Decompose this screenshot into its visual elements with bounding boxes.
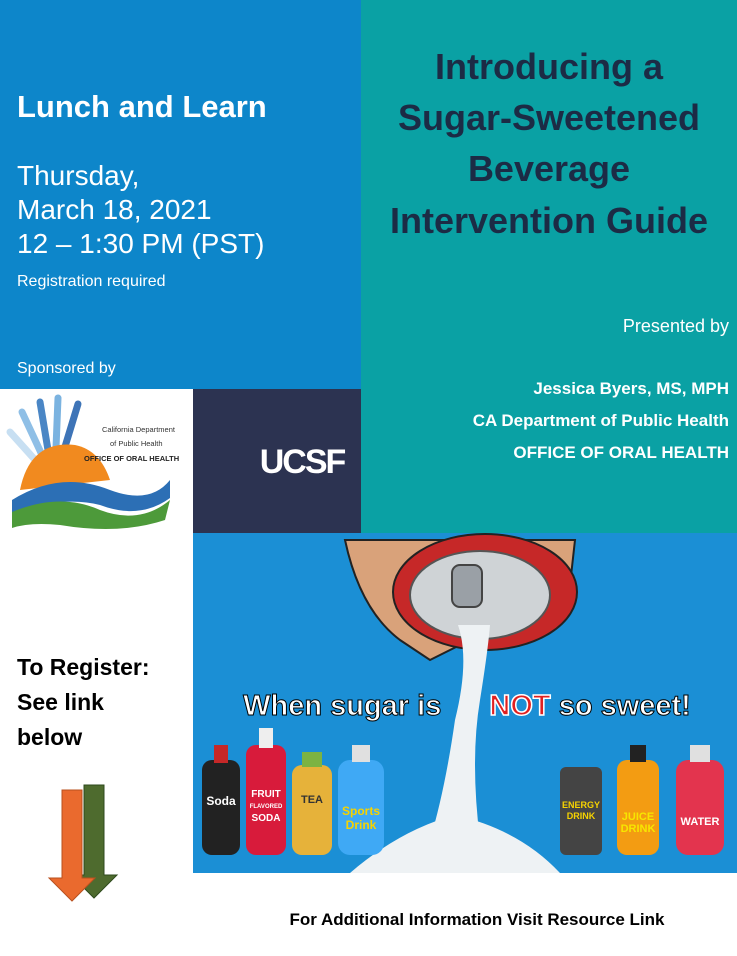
headline-line: Beverage [468, 148, 630, 189]
footer: For Additional Information Visit Resourc… [290, 910, 666, 929]
register-line: See link [17, 689, 104, 715]
presenter-label: Presented by [623, 316, 729, 336]
headline-line: Introducing a [435, 46, 664, 87]
date-line: 12 – 1:30 PM (PST) [17, 228, 264, 259]
event-panel [0, 0, 361, 389]
headline-panel [361, 0, 737, 533]
cdph-text: California Department [102, 425, 176, 434]
cdph-text: OFFICE OF ORAL HEALTH [84, 454, 179, 463]
slogan: When sugar is NOT so sweet! [243, 690, 691, 722]
bottles: Soda FRUIT FLAVORED SODA TEA Sports Drin… [202, 728, 724, 855]
bottle-label: WATER [681, 816, 720, 828]
event-title: Lunch and Learn [17, 89, 267, 124]
bottle-label: SODA [252, 813, 281, 824]
headline-line: Sugar-Sweetened [398, 97, 700, 138]
ucsf-panel [193, 389, 361, 533]
bottle-label: Soda [206, 794, 236, 808]
slogan-part: so sweet! [559, 690, 691, 722]
slogan-part: NOT [489, 690, 551, 722]
bottle-label: Sports [342, 804, 380, 818]
cdph-logo: California Department of Public Health O… [6, 394, 179, 529]
bottle-label: Drink [346, 818, 377, 832]
bottle-label: FRUIT [251, 789, 280, 800]
bottle-label: JUICE [622, 811, 654, 823]
presenter-line: CA Department of Public Health [473, 411, 729, 430]
register-line: below [17, 724, 82, 750]
date-line: Thursday, [17, 160, 139, 191]
bottle-label: ENERGY [562, 800, 600, 810]
date-line: March 18, 2021 [17, 194, 212, 225]
presenter-line: OFFICE OF ORAL HEALTH [513, 443, 729, 462]
arrow [47, 789, 97, 902]
bottle-label: FLAVORED [250, 804, 283, 810]
bottle-label: DRINK [621, 823, 656, 835]
register-line: To Register: [17, 654, 149, 680]
registration-note: Registration required [17, 273, 166, 290]
bottle-label: DRINK [567, 811, 596, 821]
presenter-line: Jessica Byers, MS, MPH [533, 379, 729, 398]
bottle-label: TEA [301, 794, 323, 806]
cdph-text: of Public Health [110, 439, 163, 448]
headline-line: Intervention Guide [390, 200, 708, 241]
pouring-can [343, 533, 578, 873]
ucsf-logo: UCSF [260, 443, 346, 481]
sponsored-label: Sponsored by [17, 360, 116, 377]
slogan-part: When sugar is [243, 690, 441, 722]
